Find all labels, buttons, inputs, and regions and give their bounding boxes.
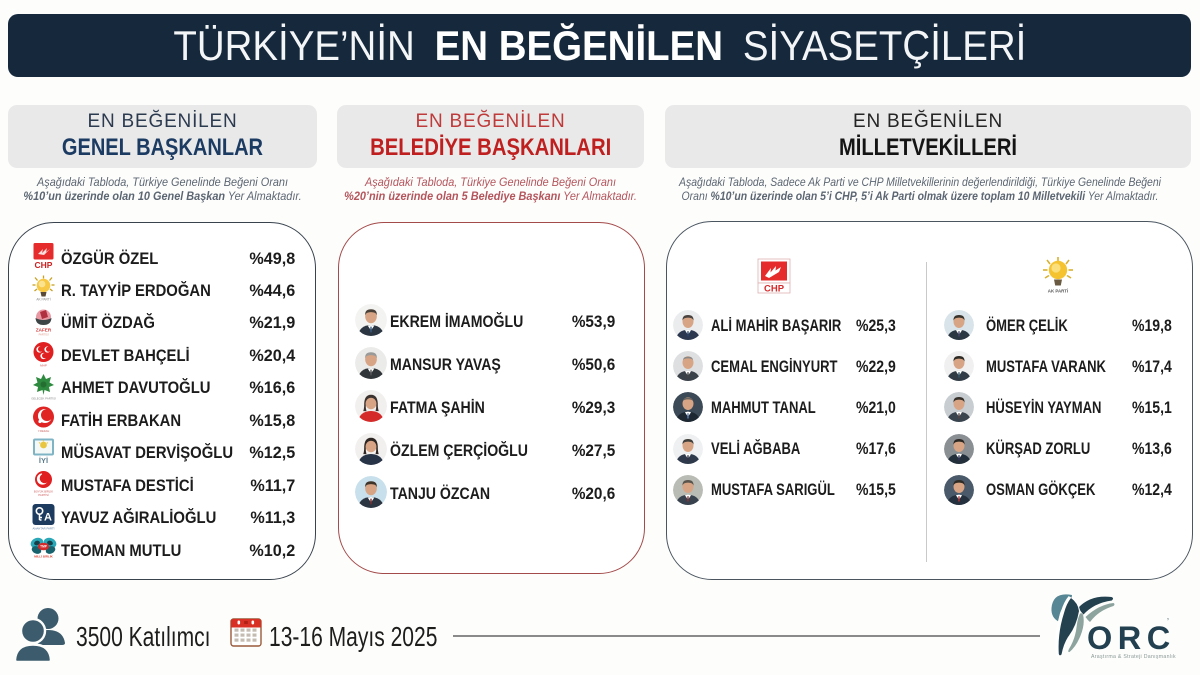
svg-text:AK PARTİ: AK PARTİ — [36, 297, 50, 302]
svg-text:CHP: CHP — [764, 284, 785, 295]
svg-text:ʼ: ʼ — [1167, 617, 1169, 627]
svg-text:MİLLİ BİRLİK: MİLLİ BİRLİK — [34, 554, 53, 559]
svg-text:ORC: ORC — [1087, 620, 1176, 656]
svg-text:Y.REFAH: Y.REFAH — [38, 429, 50, 433]
svg-text:PARTİSİ: PARTİSİ — [38, 492, 49, 497]
svg-text:MHP: MHP — [40, 364, 47, 368]
svg-text:ANAHTAR PARTİ: ANAHTAR PARTİ — [33, 525, 55, 530]
svg-text:Araştırma & Strateji Danışmanl: Araştırma & Strateji Danışmanlık — [1091, 654, 1176, 660]
svg-text:CHP: CHP — [35, 260, 53, 270]
svg-text:AK PARTİ: AK PARTİ — [1048, 289, 1068, 294]
svg-text:İYİ: İYİ — [39, 456, 48, 465]
svg-text:BÜYÜK BİRLİK: BÜYÜK BİRLİK — [34, 489, 53, 494]
svg-text:ZAFER: ZAFER — [36, 327, 52, 332]
svg-text:GELECEK PARTİSİ: GELECEK PARTİSİ — [31, 395, 56, 400]
svg-text:TMP: TMP — [40, 544, 48, 548]
svg-text:A: A — [44, 511, 52, 523]
svg-text:PARTİSİ: PARTİSİ — [39, 331, 49, 336]
